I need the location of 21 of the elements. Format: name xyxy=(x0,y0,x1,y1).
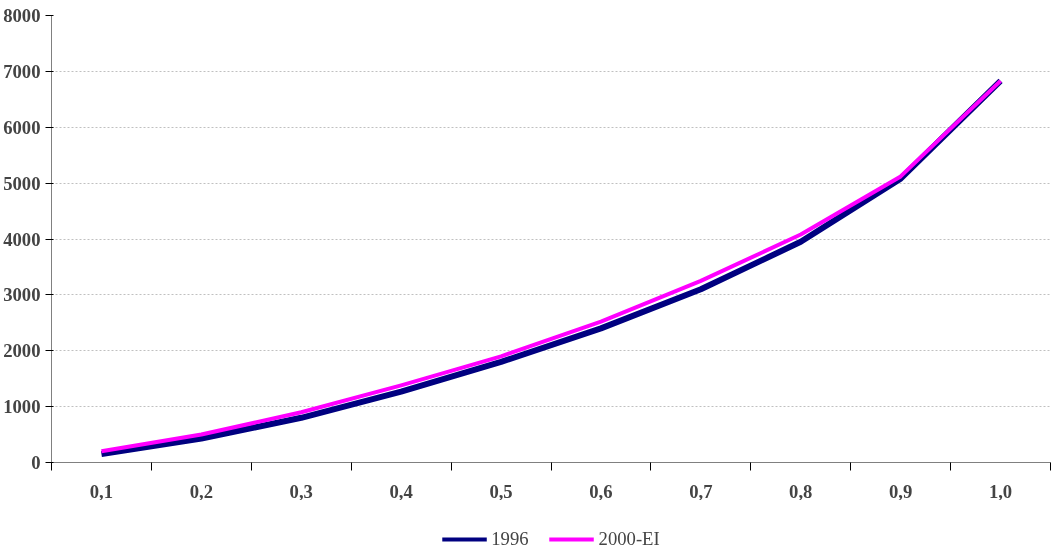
x-tick-label: 0,2 xyxy=(189,480,214,502)
legend-label: 2000-EI xyxy=(598,528,660,550)
x-tick-label: 0,1 xyxy=(89,480,114,502)
y-tick-label: 2000 xyxy=(3,340,41,362)
y-tick-label: 0 xyxy=(31,452,41,473)
x-tick-label: 0,3 xyxy=(289,480,313,502)
y-tick-label: 6000 xyxy=(3,116,41,138)
x-tick-label: 0,7 xyxy=(689,480,713,502)
legend-label: 1996 xyxy=(491,528,529,550)
y-tick-label: 3000 xyxy=(3,284,41,306)
x-tick-label: 0,4 xyxy=(389,480,413,502)
x-tick-label: 0,8 xyxy=(789,480,813,502)
x-tick-label: 0,5 xyxy=(489,480,513,502)
x-tick-label: 1,0 xyxy=(988,480,1013,502)
y-tick-label: 1000 xyxy=(3,396,41,418)
y-tick-label: 7000 xyxy=(3,60,41,82)
x-tick-label: 0,9 xyxy=(888,480,913,502)
y-tick-label: 4000 xyxy=(3,228,41,250)
x-tick-label: 0,6 xyxy=(589,480,613,502)
y-tick-label: 5000 xyxy=(3,172,41,194)
y-tick-label: 8000 xyxy=(3,5,41,26)
